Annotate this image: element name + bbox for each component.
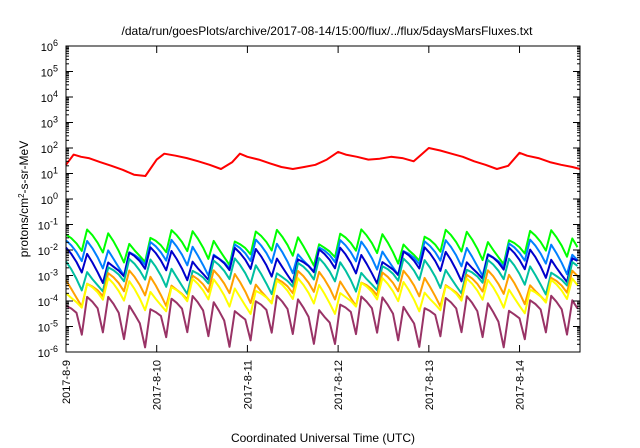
x-tick-label: 2017-8-13: [424, 360, 436, 410]
series-line-8: [65, 294, 579, 349]
series-layer: [65, 147, 581, 349]
y-tick-exponent: 6: [53, 38, 58, 48]
series-line-6: [65, 269, 579, 308]
y-tick-exponent: 1: [53, 166, 58, 176]
series-line-1: [65, 147, 581, 177]
x-axis: 2017-8-9 2017-8-10 2017-8-11 2017-8-12 2017-…: [61, 46, 527, 410]
y-tick-base: 10: [41, 144, 53, 156]
y-tick-exponent: 3: [53, 115, 58, 125]
y-tick-exponent: -4: [50, 293, 58, 303]
y-tick-base: 10: [38, 272, 50, 284]
series-line-5: [65, 257, 579, 296]
y-tick-base: 10: [41, 119, 53, 131]
y-tick-exponent: -2: [50, 242, 58, 252]
y-tick-label: 10-5: [38, 319, 58, 335]
y-tick-base: 10: [38, 323, 50, 335]
x-tick-label: 2017-8-14: [515, 360, 527, 410]
y-tick-label: 10-4: [38, 293, 58, 309]
y-tick-label: 104: [41, 89, 58, 105]
y-axis-label-post: -s-sr-MeV: [17, 141, 31, 194]
y-tick-label: 103: [41, 115, 58, 131]
y-tick-base: 10: [38, 297, 50, 309]
y-tick-base: 10: [41, 195, 53, 207]
x-tick-label: 2017-8-11: [242, 360, 254, 409]
y-tick-exponent: -3: [50, 268, 58, 278]
series-line-4: [65, 246, 578, 285]
series-line-2: [65, 228, 579, 267]
y-tick-label: 101: [41, 166, 58, 182]
x-tick-label: 2017-8-9: [61, 360, 73, 404]
y-tick-base: 10: [41, 170, 53, 182]
y-tick-exponent: 5: [53, 64, 58, 74]
y-tick-base: 10: [41, 93, 53, 105]
chart-title: /data/run/goesPlots/archive/2017-08-14/1…: [122, 24, 534, 38]
y-tick-exponent: 2: [53, 140, 58, 150]
y-tick-label: 106: [41, 38, 58, 54]
y-tick-label: 10-2: [38, 242, 58, 258]
y-tick-label: 102: [41, 140, 58, 156]
x-tick-label: 2017-8-12: [333, 360, 345, 410]
y-tick-base: 10: [38, 221, 50, 233]
y-tick-label: 100: [41, 191, 58, 207]
y-tick-base: 10: [38, 246, 50, 258]
y-tick-label: 105: [41, 64, 58, 80]
y-tick-exponent: -6: [50, 344, 58, 354]
y-tick-exponent: -1: [50, 217, 58, 227]
y-tick-label: 10-6: [38, 344, 58, 360]
y-tick-exponent: 4: [53, 89, 58, 99]
series-line-7: [65, 277, 579, 315]
y-tick-exponent: 0: [53, 191, 58, 201]
x-axis-label: Coordinated Universal Time (UTC): [231, 431, 415, 445]
y-tick-base: 10: [41, 42, 53, 54]
y-tick-base: 10: [41, 68, 53, 80]
y-tick-label: 10-1: [38, 217, 58, 233]
y-axis-label-pre: protons/cm: [17, 198, 31, 257]
y-axis: 10-610-510-410-310-210-11001011021031041…: [38, 38, 580, 360]
y-tick-exponent: -5: [50, 319, 58, 329]
y-tick-label: 10-3: [38, 268, 58, 284]
y-tick-base: 10: [38, 348, 50, 360]
y-axis-label-sup: 2: [17, 193, 26, 198]
x-tick-label: 2017-8-10: [152, 360, 164, 410]
y-axis-label: protons/cm2-s-sr-MeV: [17, 141, 32, 257]
